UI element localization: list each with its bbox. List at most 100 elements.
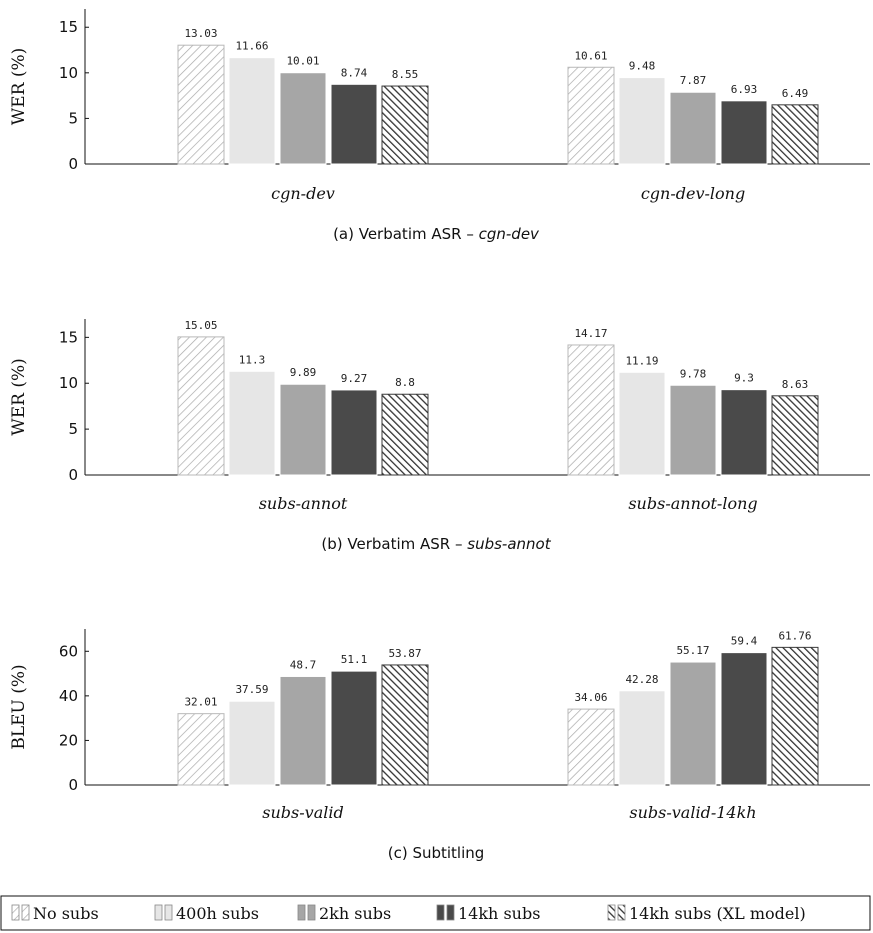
category-label: subs-valid-14kh xyxy=(629,803,756,822)
bar-no-subs-cgn-dev-long xyxy=(567,66,615,165)
bar-value-label: 53.87 xyxy=(388,647,421,660)
bar-2kh-subs-cgn-dev xyxy=(279,72,327,165)
chart-panel-2: 0 5 10 15 WER (%) 15.05 11.3 9.89 9.27 8.8 subs-an… xyxy=(9,319,870,553)
category-label: subs-valid xyxy=(262,803,343,822)
bar-value-label: 8.74 xyxy=(341,66,368,79)
bar-2kh-subs-subs-valid-14kh xyxy=(669,661,717,786)
bar-value-label: 59.4 xyxy=(731,635,758,648)
bar-value-label: 51.1 xyxy=(341,653,368,666)
legend-swatch xyxy=(617,904,626,921)
y-tick-label: 0 xyxy=(68,776,78,794)
legend-label: 14kh subs xyxy=(458,904,540,923)
bar-value-label: 10.61 xyxy=(574,49,607,62)
legend-label: 400h subs xyxy=(176,904,259,923)
bar-14kh-subs-subs-annot xyxy=(330,389,378,476)
legend-label: 14kh subs (XL model) xyxy=(629,904,806,923)
bar-14kh-subs-subs-valid-14kh xyxy=(720,652,768,786)
y-tick-label: 40 xyxy=(59,687,78,705)
caption-prefix: (c) Subtitling xyxy=(388,844,485,862)
panel-caption: (b) Verbatim ASR – subs-annot xyxy=(321,535,551,553)
legend-label: No subs xyxy=(33,904,99,923)
bar-value-label: 10.01 xyxy=(286,55,319,68)
bar-value-label: 32.01 xyxy=(184,696,217,709)
bar-400h-subs-subs-annot xyxy=(228,370,276,476)
chart-panel-1: 0 5 10 15 WER (%) 13.03 11.66 10.01 8.74 8.55 cgn-… xyxy=(9,9,870,243)
legend-swatch xyxy=(307,904,316,921)
bar-value-label: 9.78 xyxy=(680,367,707,380)
panel-caption: (a) Verbatim ASR – cgn-dev xyxy=(333,225,540,243)
y-tick-label: 20 xyxy=(59,731,78,749)
bar-value-label: 9.27 xyxy=(341,372,368,385)
bar-value-label: 8.55 xyxy=(392,68,419,81)
bar-value-label: 11.66 xyxy=(235,40,268,53)
bar-value-label: 37.59 xyxy=(235,683,268,696)
legend: No subs 400h subs 2kh subs 14kh subs 14kh su… xyxy=(0,895,871,931)
caption-emphasis: cgn-dev xyxy=(479,225,540,243)
bar-14kh-subs-cgn-dev xyxy=(330,83,378,165)
legend-label: 2kh subs xyxy=(319,904,391,923)
bar-value-label: 11.19 xyxy=(625,354,658,367)
bar-no-subs-subs-valid xyxy=(177,713,225,786)
bar-value-label: 9.48 xyxy=(629,60,656,73)
y-axis-title: WER (%) xyxy=(9,358,29,436)
bar-14kh-subs-xl-model-subs-annot xyxy=(381,393,429,476)
caption-prefix: (a) Verbatim ASR – xyxy=(333,225,479,243)
chart-panel-3: 0 20 40 60 BLEU (%) 32.01 37.59 48.7 51.1 53.87 su… xyxy=(9,629,870,862)
bar-value-label: 42.28 xyxy=(625,673,658,686)
bar-2kh-subs-subs-annot xyxy=(279,383,327,476)
bar-value-label: 6.49 xyxy=(782,87,809,100)
legend-swatch xyxy=(297,904,306,921)
bar-14kh-subs-xl-model-cgn-dev-long xyxy=(771,104,819,165)
bar-value-label: 9.3 xyxy=(734,372,754,385)
legend-swatch xyxy=(154,904,163,921)
bar-14kh-subs-xl-model-cgn-dev xyxy=(381,85,429,165)
bar-2kh-subs-subs-valid xyxy=(279,675,327,786)
bar-value-label: 13.03 xyxy=(184,27,217,40)
y-axis-title: BLEU (%) xyxy=(9,664,29,749)
caption-emphasis: subs-annot xyxy=(467,535,551,553)
bar-value-label: 8.63 xyxy=(782,378,809,391)
legend-swatch xyxy=(607,904,616,921)
y-tick-label: 60 xyxy=(59,642,78,660)
y-tick-label: 15 xyxy=(59,328,78,346)
bar-14kh-subs-xl-model-subs-valid-14kh xyxy=(771,646,819,786)
bar-14kh-subs-xl-model-subs-valid xyxy=(381,664,429,786)
bar-value-label: 9.89 xyxy=(290,366,317,379)
bar-400h-subs-subs-valid xyxy=(228,700,276,786)
category-label: cgn-dev xyxy=(271,184,335,203)
legend-swatch xyxy=(446,904,455,921)
category-label: cgn-dev-long xyxy=(641,184,745,203)
bar-value-label: 11.3 xyxy=(239,353,266,366)
bar-value-label: 15.05 xyxy=(184,319,217,332)
y-tick-label: 10 xyxy=(59,374,78,392)
bar-no-subs-subs-valid-14kh xyxy=(567,708,615,786)
bar-14kh-subs-subs-valid xyxy=(330,670,378,786)
bar-no-subs-subs-annot-long xyxy=(567,344,615,476)
bar-no-subs-cgn-dev xyxy=(177,44,225,165)
bar-400h-subs-subs-annot-long xyxy=(618,371,666,476)
y-tick-label: 15 xyxy=(59,18,78,36)
bar-14kh-subs-cgn-dev-long xyxy=(720,100,768,165)
bar-14kh-subs-subs-annot-long xyxy=(720,389,768,476)
y-tick-label: 5 xyxy=(68,420,78,438)
bar-value-label: 34.06 xyxy=(574,691,607,704)
bar-2kh-subs-cgn-dev-long xyxy=(669,91,717,165)
bar-value-label: 14.17 xyxy=(574,327,607,340)
bar-value-label: 8.8 xyxy=(395,376,415,389)
category-label: subs-annot-long xyxy=(628,494,757,513)
bar-2kh-subs-subs-annot-long xyxy=(669,384,717,476)
legend-swatch xyxy=(21,904,30,921)
y-tick-label: 0 xyxy=(68,466,78,484)
category-label: subs-annot xyxy=(259,494,348,513)
bar-no-subs-subs-annot xyxy=(177,336,225,476)
y-tick-label: 10 xyxy=(59,64,78,82)
bar-value-label: 61.76 xyxy=(778,629,811,642)
bar-value-label: 6.93 xyxy=(731,83,758,96)
panel-caption: (c) Subtitling xyxy=(388,844,485,862)
bar-value-label: 48.7 xyxy=(290,658,317,671)
legend-box xyxy=(0,895,871,931)
bar-400h-subs-cgn-dev-long xyxy=(618,77,666,165)
bar-value-label: 55.17 xyxy=(676,644,709,657)
bar-400h-subs-cgn-dev xyxy=(228,57,276,165)
